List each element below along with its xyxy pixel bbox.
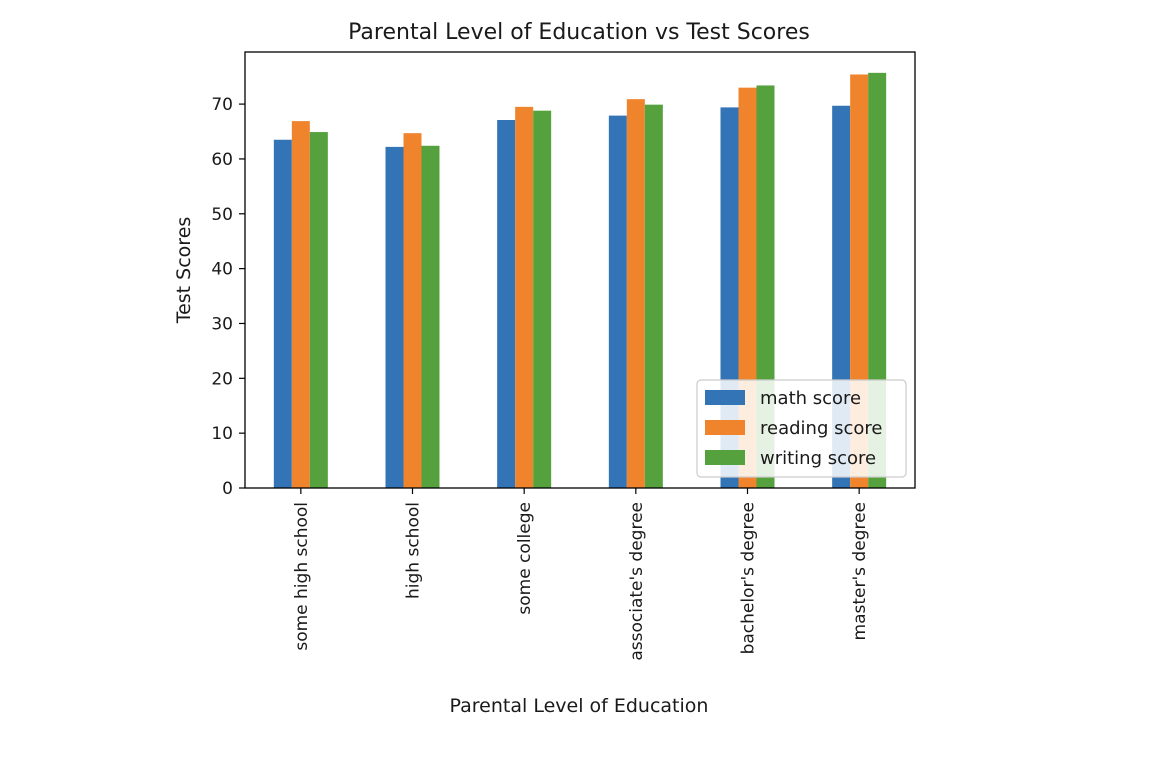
bar-reading-score-3 xyxy=(626,99,645,488)
y-tick-label-2: 20 xyxy=(211,369,233,389)
y-axis: 0 10 20 30 40 50 60 70 xyxy=(211,95,245,499)
legend-label-2: writing score xyxy=(760,448,876,469)
x-axis-label: Parental Level of Education xyxy=(450,695,709,717)
y-axis-label: Test Scores xyxy=(173,217,195,325)
legend-swatch-2 xyxy=(705,450,745,465)
legend-swatch-1 xyxy=(705,420,745,435)
y-tick-label-6: 60 xyxy=(211,150,233,170)
bar-reading-score-1 xyxy=(403,133,422,488)
chart-title: Parental Level of Education vs Test Scor… xyxy=(348,20,810,45)
y-tick-label-7: 70 xyxy=(211,95,233,115)
bar-math-score-3 xyxy=(608,115,627,488)
legend-label-0: math score xyxy=(760,388,861,409)
bar-math-score-1 xyxy=(385,146,404,488)
x-tick-label-2: some college xyxy=(515,502,535,615)
x-tick-label-3: associate's degree xyxy=(627,502,647,661)
legend: math score reading score writing score xyxy=(696,379,907,478)
legend-label-1: reading score xyxy=(760,418,882,439)
x-tick-label-5: master's degree xyxy=(850,502,870,640)
x-tick-label-0: some high school xyxy=(292,502,312,651)
y-tick-label-4: 40 xyxy=(211,260,233,280)
legend-frame xyxy=(696,379,907,478)
y-tick-label-5: 50 xyxy=(211,205,233,225)
bar-math-score-0 xyxy=(273,139,292,489)
bar-reading-score-2 xyxy=(515,106,534,488)
legend-swatch-0 xyxy=(705,390,745,405)
y-tick-label-3: 30 xyxy=(211,314,233,334)
bar-writing-score-3 xyxy=(644,104,663,489)
y-tick-label-1: 10 xyxy=(211,424,233,444)
bar-reading-score-0 xyxy=(291,121,310,489)
y-tick-label-0: 0 xyxy=(222,479,233,499)
bar-writing-score-2 xyxy=(533,110,552,488)
bar-writing-score-1 xyxy=(421,145,440,488)
x-tick-label-1: high school xyxy=(404,502,424,599)
x-tick-label-4: bachelor's degree xyxy=(739,502,759,654)
bar-writing-score-0 xyxy=(309,132,328,488)
x-axis: some high school high school some college a… xyxy=(292,488,870,661)
plot-frame xyxy=(244,51,916,489)
bar-math-score-2 xyxy=(497,120,516,488)
